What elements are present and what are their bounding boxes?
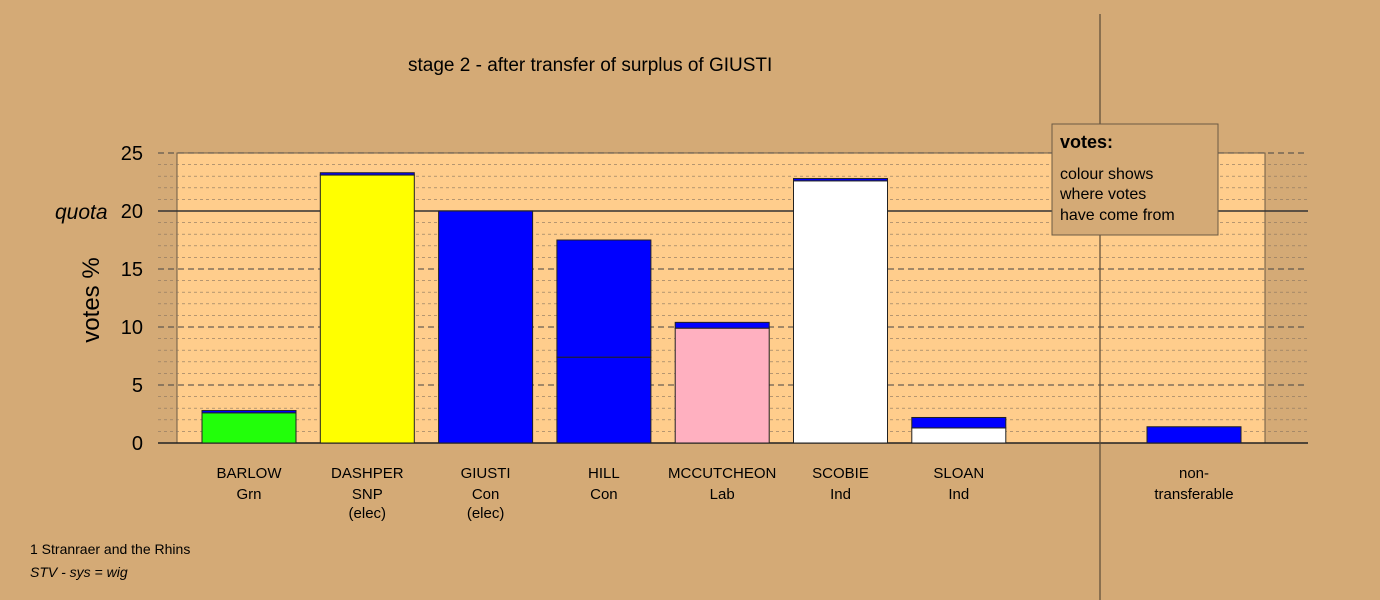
candidate-name: BARLOW [216, 465, 282, 482]
candidate-name: SCOBIE [812, 465, 869, 482]
candidate-party: SNP [352, 486, 383, 503]
bar-barlow-segment-con [201, 410, 297, 414]
bar-giusti-segment-con [438, 210, 534, 444]
nontransferable-label: non- [1179, 465, 1209, 482]
candidate-note: (elec) [349, 505, 387, 522]
bar-barlow-segment-grn [201, 412, 297, 444]
y-tick-label: 25 [121, 143, 143, 165]
footer-system: STV - sys = wig [30, 564, 128, 580]
candidate-party: Grn [236, 486, 261, 503]
legend-line-3: have come from [1060, 207, 1175, 224]
legend: votes: colour shows where votes have com… [1051, 123, 1219, 236]
candidate-name: MCCUTCHEON [668, 465, 776, 482]
bar-sloan-segment-con [911, 416, 1007, 429]
bar-hill-segment-con [556, 239, 652, 358]
bar-mccutcheon-segment-lab [674, 327, 770, 444]
nontransferable-label: transferable [1154, 486, 1233, 503]
quota-label: quota [55, 201, 108, 224]
legend-line-1: colour shows [1060, 166, 1153, 183]
chart-title: stage 2 - after transfer of surplus of G… [408, 55, 772, 76]
candidate-name: SLOAN [933, 465, 984, 482]
bar-nontransferable-segment-con [1146, 426, 1242, 444]
bar-dashper-segment-con [319, 172, 415, 176]
bar-scobie-segment-ind [793, 180, 888, 444]
candidate-name: HILL [588, 465, 620, 482]
y-tick-label: 15 [121, 259, 143, 281]
y-tick-label: 20 [121, 201, 143, 223]
candidate-party: Ind [948, 486, 969, 503]
bar-hill-segment-con [556, 356, 652, 444]
candidate-name: GIUSTI [461, 465, 511, 482]
candidate-party: Con [590, 486, 618, 503]
candidate-party: Lab [710, 486, 735, 503]
bar-dashper-segment-snp [319, 174, 415, 444]
bar-sloan-segment-ind [911, 427, 1007, 444]
bar-mccutcheon-segment-con [674, 321, 770, 329]
legend-title: votes: [1060, 132, 1113, 152]
footer-constituency: 1 Stranraer and the Rhins [30, 541, 190, 557]
legend-line-2: where votes [1059, 186, 1146, 203]
y-tick-label: 10 [121, 317, 143, 339]
legend-box [1051, 123, 1219, 236]
y-tick-label: 5 [132, 375, 143, 397]
candidate-party: Ind [830, 486, 851, 503]
y-tick-label: 0 [132, 433, 143, 455]
candidate-name: DASHPER [331, 465, 404, 482]
candidate-note: (elec) [467, 505, 505, 522]
bar-scobie-segment-con [793, 178, 888, 182]
y-axis-label: votes % [78, 257, 105, 342]
candidate-party: Con [472, 486, 500, 503]
